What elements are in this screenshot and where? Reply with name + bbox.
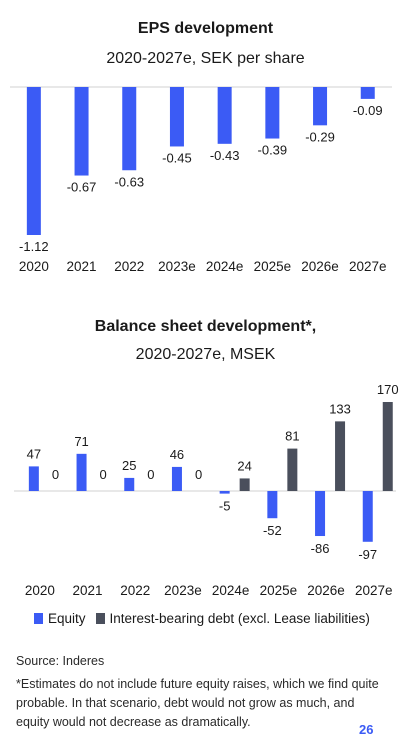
eps-category-label: 2023e <box>158 259 196 274</box>
balance-category-label: 2021 <box>73 583 103 598</box>
balance-chart-subtitle: 2020-2027e, MSEK <box>135 346 276 363</box>
debt-bar <box>335 421 346 491</box>
eps-value-label: -0.39 <box>258 143 288 158</box>
balance-category-label: 2022 <box>120 583 150 598</box>
balance-chart-title: Balance sheet development*, <box>94 318 317 335</box>
debt-bar <box>287 448 298 491</box>
eps-bar <box>26 87 41 235</box>
eps-category-label: 2021 <box>67 259 97 274</box>
equity-bar <box>267 491 278 519</box>
eps-category-label: 2025e <box>254 259 292 274</box>
equity-legend-label: Equity <box>48 611 86 626</box>
footnote: *Estimates do not include future equity … <box>16 677 379 729</box>
equity-bar <box>124 477 135 491</box>
equity-value-label: 46 <box>170 447 184 462</box>
equity-value-label: -52 <box>263 523 282 538</box>
equity-value-label: -86 <box>311 541 330 556</box>
balance-category-label: 2024e <box>212 583 250 598</box>
eps-value-label: -0.67 <box>67 180 97 195</box>
debt-value-label: 0 <box>147 467 154 482</box>
debt-bar <box>239 478 250 491</box>
debt-value-label: 170 <box>377 382 399 397</box>
eps-chart-subtitle: 2020-2027e, SEK per share <box>106 50 305 67</box>
balance-category-label: 2026e <box>307 583 345 598</box>
eps-value-label: -1.12 <box>19 239 49 254</box>
eps-value-label: -0.09 <box>353 103 383 118</box>
debt-value-label: 0 <box>52 467 59 482</box>
balance-chart-legend: Equity Interest-bearing debt (excl. Leas… <box>34 611 370 626</box>
eps-bar <box>360 87 375 99</box>
equity-bar <box>362 491 373 542</box>
eps-chart: -1.12 2020 -0.67 2021 -0.63 2022 -0.45 2023e -0.… <box>10 86 392 274</box>
eps-category-label: 2027e <box>349 259 387 274</box>
eps-value-label: -0.63 <box>114 174 144 189</box>
eps-bar <box>169 87 184 147</box>
eps-bar <box>122 87 137 171</box>
debt-value-label: 0 <box>195 467 202 482</box>
eps-bar <box>313 87 328 126</box>
debt-bar <box>382 402 393 491</box>
equity-value-label: 25 <box>122 458 136 473</box>
eps-category-label: 2022 <box>114 259 144 274</box>
equity-legend-swatch <box>34 613 43 624</box>
debt-value-label: 24 <box>237 458 251 473</box>
balance-category-label: 2027e <box>355 583 393 598</box>
equity-value-label: -97 <box>358 547 377 562</box>
debt-legend-label: Interest-bearing debt (excl. Lease liabi… <box>109 611 370 626</box>
eps-bar <box>217 87 232 144</box>
balance-category-label: 2020 <box>25 583 55 598</box>
eps-bar <box>74 87 89 176</box>
debt-legend-swatch <box>95 613 105 624</box>
eps-value-label: -0.45 <box>162 150 192 165</box>
equity-bar <box>315 491 326 537</box>
equity-value-label: -5 <box>219 499 231 514</box>
debt-value-label: 0 <box>100 467 107 482</box>
source-note: Source: Inderes <box>16 654 105 668</box>
eps-category-label: 2026e <box>301 259 339 274</box>
equity-value-label: 47 <box>27 446 41 461</box>
eps-category-label: 2024e <box>206 259 244 274</box>
eps-value-label: -0.43 <box>210 148 240 163</box>
equity-bar <box>219 491 230 494</box>
debt-value-label: 133 <box>329 401 351 416</box>
equity-bar <box>28 466 39 491</box>
equity-value-label: 71 <box>74 434 88 449</box>
equity-bar <box>76 453 87 491</box>
eps-bar <box>265 87 280 139</box>
balance-category-label: 2023e <box>164 583 202 598</box>
equity-bar <box>171 466 182 491</box>
eps-value-label: -0.29 <box>305 129 335 144</box>
debt-value-label: 81 <box>285 429 299 444</box>
eps-category-label: 2020 <box>19 259 49 274</box>
page-number: 26 <box>359 722 374 737</box>
balance-category-label: 2025e <box>260 583 298 598</box>
eps-chart-title: EPS development <box>137 20 274 37</box>
balance-chart: 2020 2021 2022 2023e 2024e 2025e 2026e 2027e 47 7… <box>14 382 399 598</box>
